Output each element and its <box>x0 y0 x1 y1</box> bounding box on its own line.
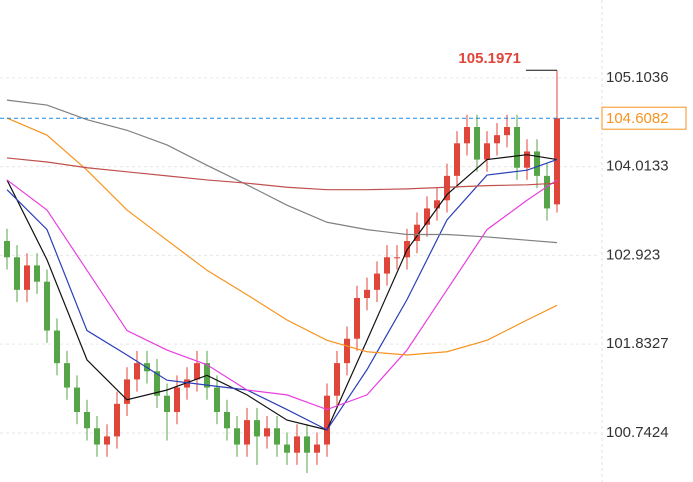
candle-body <box>394 257 400 259</box>
candle-body <box>294 436 300 453</box>
candle-body <box>14 257 20 290</box>
candle-body <box>284 444 290 453</box>
y-tick-label: 101.8327 <box>606 335 669 352</box>
high-label: 105.1971 <box>458 50 521 67</box>
candle-body <box>134 363 140 380</box>
candle-body <box>464 127 470 144</box>
candle-body <box>184 379 190 388</box>
y-tick-label: 105.1036 <box>606 69 669 86</box>
candle-body <box>164 395 170 412</box>
candle-body <box>44 281 50 331</box>
candle-body <box>484 143 490 160</box>
moving-average-line <box>6 99 558 244</box>
candle-body <box>4 241 10 258</box>
candle-body <box>454 143 460 176</box>
candle-body <box>304 436 310 453</box>
candle-body <box>194 363 200 380</box>
candle-body <box>124 379 130 404</box>
candle-body <box>264 428 270 437</box>
candle-body <box>274 428 280 445</box>
candle-body <box>374 273 380 290</box>
moving-average-line <box>6 157 558 191</box>
candle-body <box>344 338 350 364</box>
current-price-box <box>601 106 687 130</box>
y-tick-label: 104.0133 <box>606 158 669 175</box>
candle-body <box>104 436 110 445</box>
candle-body <box>554 118 560 205</box>
y-tick-label: 102.923 <box>606 246 660 263</box>
candle-body <box>444 175 450 201</box>
candle-body <box>314 444 320 453</box>
y-tick-label: 100.7424 <box>606 424 669 441</box>
candle-body <box>474 127 480 160</box>
candle-body <box>84 411 90 429</box>
candle-body <box>54 330 60 364</box>
moving-average-line <box>6 159 558 431</box>
candle-body <box>524 151 530 168</box>
candle-body <box>94 428 100 445</box>
candle-body <box>224 411 230 429</box>
moving-average-line <box>6 154 558 431</box>
candle-body <box>334 363 340 396</box>
moving-average-line <box>6 179 558 411</box>
candle-body <box>154 371 160 396</box>
candle-body <box>114 403 120 437</box>
candle-body <box>324 395 330 445</box>
candle-body <box>174 387 180 412</box>
moving-average-line <box>6 117 558 356</box>
candle-body <box>544 175 550 209</box>
candle-body <box>424 208 430 225</box>
candle-body <box>504 127 510 136</box>
current-price-label: 104.6082 <box>606 110 669 127</box>
candle-body <box>354 297 360 339</box>
candle-body <box>34 265 40 282</box>
candle-body <box>384 257 390 274</box>
candle-body <box>234 428 240 445</box>
candle-body <box>214 387 220 412</box>
candle-body <box>64 363 70 388</box>
candle-body <box>244 420 250 445</box>
candle-body <box>434 200 440 209</box>
candle-body <box>364 289 370 298</box>
candle-body <box>254 420 260 437</box>
candle-body <box>494 135 500 144</box>
candle-body <box>414 224 420 241</box>
candle-body <box>514 127 520 168</box>
candle-body <box>534 151 540 176</box>
candle-body <box>74 387 80 412</box>
candle-body <box>24 265 30 290</box>
